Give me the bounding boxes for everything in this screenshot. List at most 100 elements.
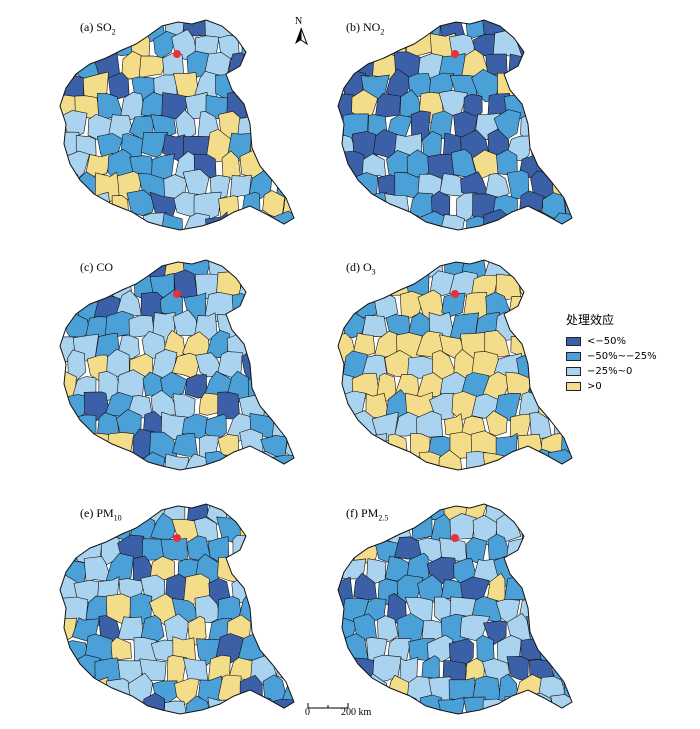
county-region [551,504,572,523]
county-region [541,515,562,545]
choropleth-map-a [59,19,295,231]
county-region [163,453,190,470]
county-region [547,92,572,120]
county-region [285,391,294,419]
county-region [296,617,319,640]
city-marker [451,50,459,58]
county-region [252,290,277,321]
county-region [283,71,294,100]
county-region [397,456,421,470]
city-marker [173,50,181,58]
county-region [276,374,294,403]
county-region [573,416,596,438]
county-region [231,293,251,319]
county-region [259,350,289,377]
county-region [60,504,76,524]
county-region [274,129,294,160]
county-region [248,697,275,714]
county-region [60,413,80,442]
scale-max-label: 200 km [341,707,372,718]
city-marker [451,290,459,298]
city-marker [451,534,459,542]
county-region [117,216,143,230]
county-region [530,537,553,568]
city-marker [173,534,181,542]
county-region [360,433,388,460]
county-region [561,70,572,100]
county-region [561,393,572,423]
county-region [285,310,294,337]
county-region [292,449,294,470]
county-region [63,192,92,217]
county-region [60,534,80,566]
county-region [549,52,572,78]
county-region [482,698,512,714]
county-region [182,212,210,230]
county-region [569,211,572,230]
legend-swatch [566,366,581,376]
county-region [552,135,572,162]
county-region [94,212,121,230]
county-region [350,211,374,230]
county-region [338,212,357,230]
panel-label-f: (f) PM2.5 [346,506,389,523]
county-region [281,639,294,664]
legend-item-gt-0: >0 [566,379,696,393]
county-region [252,53,277,81]
county-region [525,292,555,316]
county-region [574,575,598,607]
county-region [575,697,597,725]
county-region [529,411,552,439]
legend-item-25-0: −25%~0 [566,364,696,378]
county-region [519,517,543,547]
county-region [142,451,166,470]
county-region [573,53,600,81]
county-region [508,296,535,320]
county-region [61,435,90,461]
county-region [503,696,531,714]
county-region [95,696,124,714]
county-region [270,292,294,323]
county-region [60,697,79,714]
legend: 处理效应 <−50% −50%~−25% −25%~0 >0 [566,311,696,394]
county-region [581,111,609,141]
county-region [150,512,178,541]
county-region [541,593,567,624]
county-region [561,153,572,178]
county-region [248,260,275,280]
county-region [542,72,565,98]
county-region [164,700,189,714]
county-region [437,449,464,470]
county-region [393,260,423,282]
county-region [338,451,353,470]
county-region [292,172,294,199]
county-region [553,20,572,36]
county-region [520,270,540,303]
county-region [528,573,556,602]
county-region [517,556,543,583]
county-region [291,411,294,442]
county-region [74,453,101,470]
county-region [270,260,294,281]
map-panel-e: (e) PM10 [40,492,300,722]
county-region [527,260,554,277]
county-region [363,33,391,60]
county-region [372,215,397,230]
county-region [285,151,294,180]
county-region [269,504,294,528]
county-region [584,637,609,665]
scale-bar: 0 200 km [303,697,393,727]
county-region [531,504,553,528]
county-region [573,176,599,201]
county-region [338,53,356,79]
county-region [514,312,543,341]
legend-swatch [566,336,581,346]
panel-label-c: (c) CO [80,260,113,274]
county-region [482,452,507,470]
county-region [559,557,572,586]
county-region [273,94,294,120]
county-region [574,252,600,282]
county-region [562,596,572,624]
county-region [281,111,294,137]
county-region [373,260,400,276]
